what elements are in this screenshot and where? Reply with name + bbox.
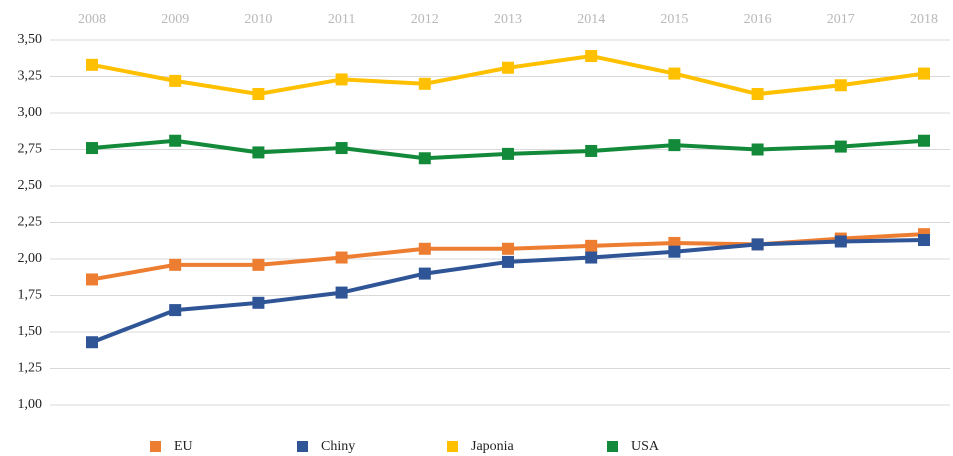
- x-tick-label: 2017: [827, 12, 855, 27]
- point-marker: [335, 73, 348, 86]
- point-marker: [585, 239, 598, 252]
- point-marker: [86, 336, 98, 349]
- point-marker: [169, 304, 182, 317]
- point-marker: [169, 258, 182, 271]
- point-marker: [252, 146, 265, 159]
- point-marker: [502, 255, 514, 268]
- point-marker: [169, 74, 182, 87]
- point-marker: [668, 139, 681, 152]
- point-marker: [668, 67, 681, 80]
- point-marker: [418, 242, 431, 255]
- x-tick-label: 2010: [244, 12, 272, 27]
- y-tick-label: 2,00: [18, 251, 43, 266]
- legend-label: EU: [174, 439, 193, 454]
- point-marker: [751, 88, 764, 101]
- point-marker: [585, 251, 598, 264]
- series-line: [91, 238, 925, 345]
- legend-label: Japonia: [471, 439, 515, 454]
- point-marker: [335, 251, 348, 264]
- x-tick-label: 2009: [161, 12, 189, 27]
- point-marker: [502, 61, 514, 74]
- point-marker: [668, 245, 681, 258]
- legend-label: Chiny: [321, 439, 355, 454]
- legend-swatch: [297, 441, 308, 452]
- y-tick-label: 1,75: [18, 288, 43, 303]
- point-marker: [252, 296, 265, 309]
- point-marker: [502, 242, 514, 255]
- point-marker: [751, 238, 764, 251]
- point-marker: [86, 58, 98, 71]
- point-marker: [252, 88, 265, 101]
- point-marker: [335, 142, 348, 155]
- x-tick-label: 2013: [494, 12, 522, 27]
- point-marker: [751, 143, 764, 156]
- y-tick-label: 3,25: [18, 69, 43, 84]
- point-marker: [335, 286, 348, 299]
- x-tick-label: 2011: [328, 12, 355, 27]
- x-tick-label: 2012: [411, 12, 439, 27]
- y-tick-label: 3,50: [18, 32, 43, 47]
- point-marker: [585, 144, 598, 157]
- point-marker: [418, 152, 431, 165]
- x-tick-label: 2015: [660, 12, 688, 27]
- point-marker: [918, 234, 930, 247]
- point-marker: [834, 140, 847, 153]
- y-tick-label: 2,75: [18, 142, 43, 157]
- y-tick-label: 1,25: [18, 361, 43, 376]
- point-marker: [86, 273, 98, 286]
- point-marker: [918, 67, 930, 80]
- x-tick-label: 2014: [577, 12, 605, 27]
- point-marker: [834, 79, 847, 92]
- point-marker: [585, 50, 598, 63]
- x-tick-label: 2008: [78, 12, 106, 27]
- legend-swatch: [150, 441, 161, 452]
- legend-swatch: [447, 441, 458, 452]
- legend-swatch: [607, 441, 618, 452]
- point-marker: [418, 77, 431, 90]
- x-tick-label: 2018: [910, 12, 938, 27]
- point-marker: [86, 142, 98, 155]
- point-marker: [169, 134, 182, 147]
- point-marker: [918, 134, 930, 147]
- y-tick-label: 2,50: [18, 178, 43, 193]
- y-tick-label: 2,25: [18, 215, 43, 230]
- y-tick-label: 3,00: [18, 105, 43, 120]
- x-tick-label: 2016: [744, 12, 772, 27]
- y-tick-label: 1,00: [18, 397, 43, 412]
- point-marker: [252, 258, 265, 271]
- point-marker: [502, 147, 514, 160]
- point-marker: [834, 235, 847, 248]
- y-tick-label: 1,50: [18, 324, 43, 339]
- point-marker: [418, 267, 431, 280]
- legend-label: USA: [631, 439, 660, 454]
